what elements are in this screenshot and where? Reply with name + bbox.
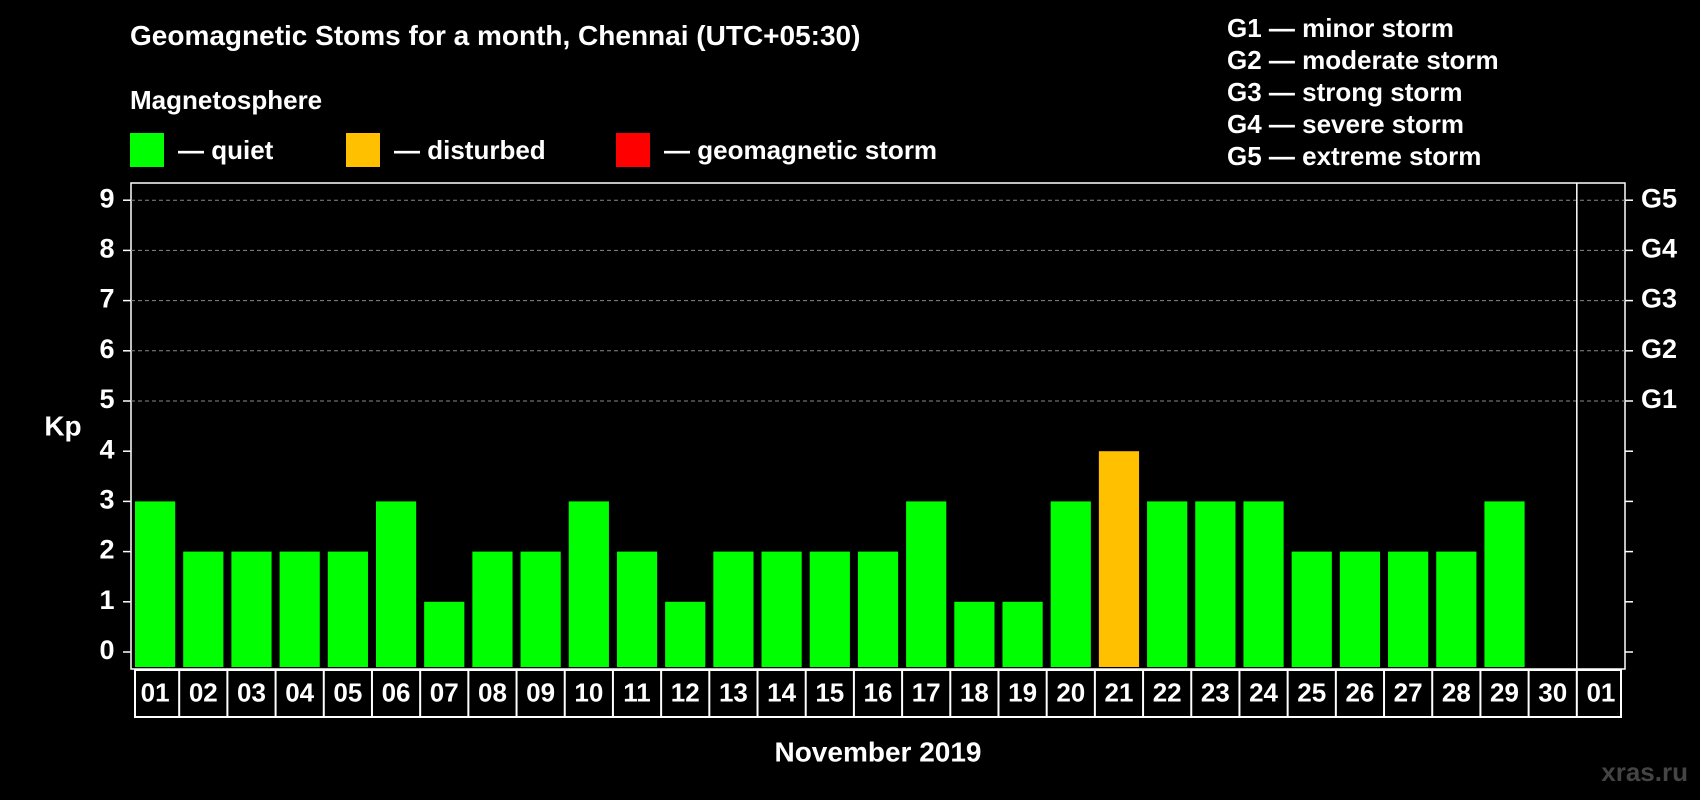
- bar-day-14: [761, 551, 802, 667]
- x-tick-label-28: 28: [1442, 677, 1471, 707]
- bar-day-23: [1195, 501, 1236, 667]
- x-axis-label: November 2019: [774, 736, 981, 767]
- x-tick-label-20: 20: [1056, 677, 1085, 707]
- x-tick-label-11: 11: [623, 677, 651, 707]
- legend-label-storm: — geomagnetic storm: [664, 134, 938, 165]
- bar-day-18: [954, 601, 995, 667]
- bar-day-29: [1484, 501, 1525, 667]
- bar-day-05: [327, 551, 368, 667]
- storm-scale-g1: G1 — minor storm: [1227, 13, 1454, 43]
- y-tick-label-9: 9: [99, 183, 114, 213]
- y-tick-label-5: 5: [99, 384, 114, 414]
- bar-day-02: [183, 551, 224, 667]
- legend-storm: — geomagnetic storm: [616, 133, 937, 167]
- bar-day-09: [520, 551, 561, 667]
- x-tick-label-27: 27: [1394, 677, 1423, 707]
- x-tick-label-01: 01: [141, 677, 170, 707]
- x-tick-label-05: 05: [333, 677, 362, 707]
- y-tick-label-1: 1: [99, 585, 114, 615]
- legend-swatch-quiet: [130, 133, 164, 167]
- magnetosphere-heading: Magnetosphere: [130, 85, 323, 115]
- bar-day-01: [135, 501, 176, 667]
- x-tick-label-21: 21: [1105, 677, 1134, 707]
- y-tick-label-7: 7: [99, 284, 114, 314]
- x-tick-label-18: 18: [960, 677, 989, 707]
- x-tick-label-23: 23: [1201, 677, 1230, 707]
- storm-scale-g4: G4 — severe storm: [1227, 109, 1465, 139]
- bar-day-19: [1002, 601, 1043, 667]
- bar-day-21: [1098, 451, 1140, 667]
- bar-day-10: [568, 501, 609, 667]
- bar-day-12: [665, 601, 706, 667]
- g-tick-label-g3: G3: [1641, 284, 1677, 314]
- bar-day-25: [1291, 551, 1332, 667]
- bar-day-16: [857, 551, 899, 667]
- x-tick-label-25: 25: [1297, 677, 1326, 707]
- x-tick-label-15: 15: [815, 677, 844, 707]
- bar-day-03: [231, 551, 272, 667]
- bar-day-24: [1243, 501, 1284, 667]
- bar-day-28: [1436, 551, 1477, 667]
- y-tick-label-8: 8: [99, 234, 114, 264]
- bar-day-08: [472, 551, 513, 667]
- x-tick-label-09: 09: [526, 677, 555, 707]
- bar-day-11: [616, 551, 658, 667]
- chart-title: Geomagnetic Stoms for a month, Chennai (…: [130, 20, 861, 51]
- y-tick-label-0: 0: [99, 635, 114, 665]
- bar-day-06: [375, 501, 417, 667]
- bar-day-04: [279, 551, 320, 667]
- g-tick-label-g2: G2: [1641, 334, 1677, 364]
- x-tick-label-03: 03: [237, 677, 266, 707]
- legend-label-quiet: — quiet: [178, 134, 274, 165]
- storm-scale-g3: G3 — strong storm: [1227, 77, 1463, 107]
- g-tick-label-g1: G1: [1641, 384, 1677, 414]
- x-tick-label-16: 16: [864, 677, 893, 707]
- bar-day-17: [906, 501, 947, 667]
- x-tick-label-29: 29: [1490, 677, 1519, 707]
- bar-day-27: [1388, 551, 1429, 667]
- x-tick-label-26: 26: [1345, 677, 1374, 707]
- bar-day-13: [713, 551, 754, 667]
- x-tick-label-19: 19: [1008, 677, 1037, 707]
- y-tick-label-2: 2: [99, 535, 114, 565]
- storm-scale-legend: G1 — minor storm G2 — moderate storm G3 …: [1227, 12, 1499, 172]
- x-tick-label-24: 24: [1249, 677, 1278, 707]
- storm-scale-g5: G5 — extreme storm: [1227, 141, 1482, 171]
- y-tick-label-6: 6: [99, 334, 114, 364]
- storm-scale-g2: G2 — moderate storm: [1227, 45, 1499, 75]
- legend-swatch-disturbed: [346, 133, 380, 167]
- bar-day-07: [424, 601, 465, 667]
- g-tick-label-g5: G5: [1641, 183, 1677, 213]
- legend-quiet: — quiet: [130, 133, 273, 167]
- x-tick-label-02: 02: [189, 677, 218, 707]
- x-tick-label-07: 07: [430, 677, 459, 707]
- legend-label-disturbed: — disturbed: [394, 134, 546, 165]
- y-tick-label-4: 4: [99, 434, 114, 464]
- x-tick-label-10: 10: [574, 677, 603, 707]
- watermark: xras.ru: [1601, 757, 1688, 787]
- y-axis-label: Kp: [44, 410, 81, 441]
- x-tick-label-12: 12: [671, 677, 700, 707]
- x-tick-label-14: 14: [767, 677, 796, 707]
- x-tick-label-08: 08: [478, 677, 507, 707]
- legend-disturbed: — disturbed: [346, 133, 546, 167]
- x-tick-label-22: 22: [1153, 677, 1182, 707]
- x-tick-label-04: 04: [285, 677, 314, 707]
- legend-swatch-storm: [616, 133, 650, 167]
- x-tick-label-01-next: 01: [1586, 677, 1615, 707]
- x-tick-label-30: 30: [1538, 677, 1567, 707]
- y-tick-label-3: 3: [99, 485, 114, 515]
- bar-day-26: [1339, 551, 1381, 667]
- bar-day-15: [809, 551, 850, 667]
- bar-day-20: [1050, 501, 1091, 667]
- date-axis-box: [134, 669, 1622, 718]
- g-tick-label-g4: G4: [1641, 234, 1677, 264]
- x-tick-label-06: 06: [382, 677, 411, 707]
- x-tick-label-17: 17: [912, 677, 941, 707]
- bar-day-22: [1147, 501, 1188, 667]
- x-tick-label-13: 13: [719, 677, 748, 707]
